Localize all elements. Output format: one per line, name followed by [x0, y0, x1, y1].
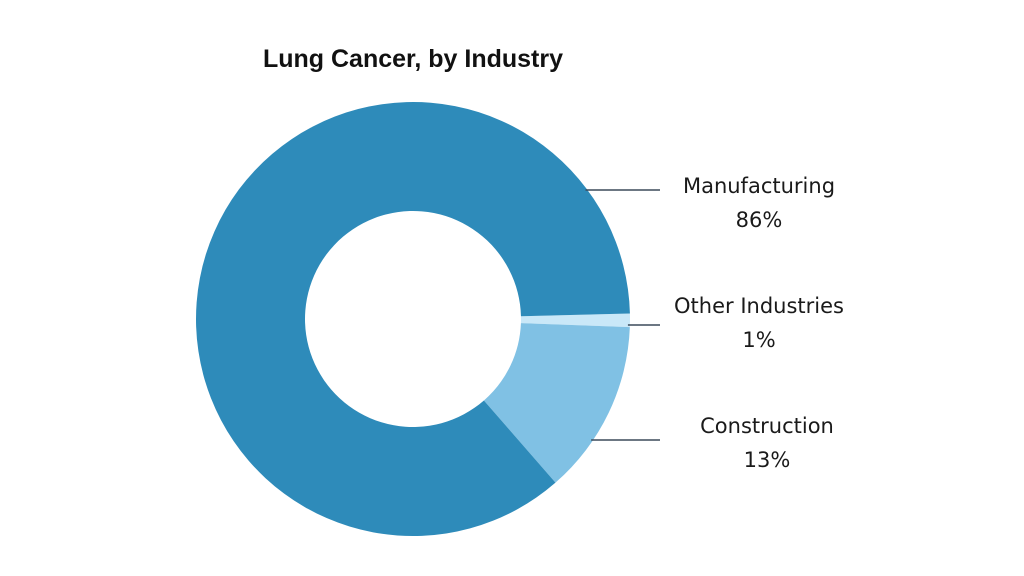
- slice-label-other-industries-name: Other Industries: [674, 294, 844, 318]
- donut-slice-construction: [483, 323, 630, 483]
- donut-slices: [196, 102, 630, 536]
- slice-label-manufacturing-value: 86%: [736, 208, 783, 232]
- slice-label-construction-value: 13%: [744, 448, 791, 472]
- donut-slice-other-industries: [520, 313, 630, 328]
- slice-label-other-industries-value: 1%: [742, 328, 775, 352]
- donut-slice-manufacturing: [196, 102, 630, 536]
- slice-label-manufacturing-name: Manufacturing: [683, 174, 835, 198]
- leader-lines: [585, 189, 660, 441]
- chart-title: Lung Cancer, by Industry: [263, 45, 563, 73]
- slice-label-construction-name: Construction: [700, 414, 834, 438]
